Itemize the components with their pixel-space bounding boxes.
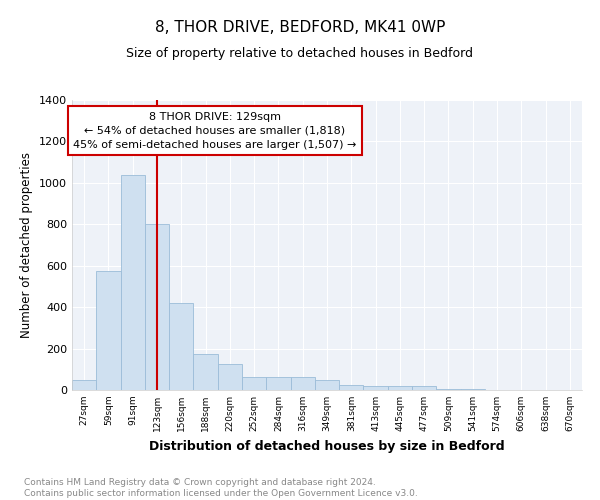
Bar (121, 174, 145, 390)
Bar (218, 364, 242, 390)
Bar (96, 271, 121, 390)
Y-axis label: Number of detached properties: Number of detached properties (20, 152, 34, 338)
Bar (145, 224, 169, 390)
Bar (364, 386, 388, 390)
Bar (266, 376, 290, 390)
Bar (193, 354, 218, 390)
Text: 8 THOR DRIVE: 129sqm
← 54% of detached houses are smaller (1,818)
45% of semi-de: 8 THOR DRIVE: 129sqm ← 54% of detached h… (73, 112, 356, 150)
Bar (169, 303, 193, 390)
Bar (315, 380, 339, 390)
Bar (388, 386, 412, 390)
Text: 8, THOR DRIVE, BEDFORD, MK41 0WP: 8, THOR DRIVE, BEDFORD, MK41 0WP (155, 20, 445, 35)
Bar (290, 376, 315, 390)
Text: Contains HM Land Registry data © Crown copyright and database right 2024.
Contai: Contains HM Land Registry data © Crown c… (24, 478, 418, 498)
Bar (72, 380, 96, 390)
Text: Size of property relative to detached houses in Bedford: Size of property relative to detached ho… (127, 48, 473, 60)
Bar (339, 385, 364, 390)
X-axis label: Distribution of detached houses by size in Bedford: Distribution of detached houses by size … (149, 440, 505, 452)
Bar (412, 386, 436, 390)
Bar (242, 376, 266, 390)
Bar (436, 389, 461, 390)
